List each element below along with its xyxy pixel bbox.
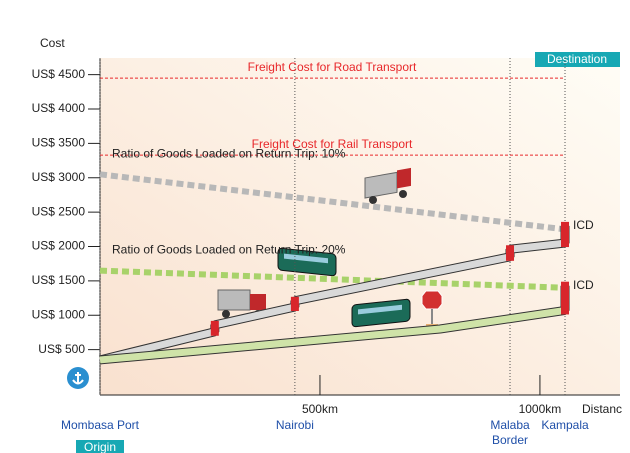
origin-label: Origin (84, 440, 116, 453)
y-tick-label: US$ 2000 (32, 239, 86, 253)
place-label: Kampala (520, 418, 610, 433)
step-marker (211, 321, 219, 336)
series-label: Ratio of Goods Loaded on Return Trip: 10… (112, 146, 346, 160)
step-marker (561, 222, 569, 247)
x-tick-label: 500km (302, 402, 338, 416)
place-label: Nairobi (250, 418, 340, 433)
step-marker (561, 282, 569, 315)
place-label: Mombasa Port (55, 418, 145, 433)
y-tick-label: US$ 1500 (32, 273, 86, 287)
step-marker (291, 297, 299, 311)
anchor-icon (67, 367, 89, 389)
y-tick-label: US$ 3000 (32, 170, 86, 184)
y-tick-label: US$ 4000 (32, 101, 86, 115)
chart: Cost Distanc Destination Origin US$ 500 U… (0, 0, 630, 453)
y-tick-label: US$ 500 (38, 342, 85, 356)
icd-label: ICD (573, 218, 594, 232)
reference-label: Freight Cost for Road Transport (248, 60, 417, 74)
series-label: Ratio of Goods Loaded on Return Trip: 20… (112, 243, 346, 257)
y-axis-label: Cost (40, 36, 65, 50)
y-tick-label: US$ 3500 (32, 136, 86, 150)
page: Cost Distanc Destination Origin US$ 500 U… (0, 0, 630, 453)
y-tick-label: US$ 4500 (32, 67, 86, 81)
step-marker (506, 245, 514, 261)
icd-label: ICD (573, 278, 594, 292)
destination-label: Destination (547, 52, 607, 66)
y-tick-label: US$ 2500 (32, 204, 86, 218)
y-tick-label: US$ 1000 (32, 307, 86, 321)
x-axis-label: Distanc (582, 402, 622, 416)
x-tick-label: 1000km (519, 402, 562, 416)
